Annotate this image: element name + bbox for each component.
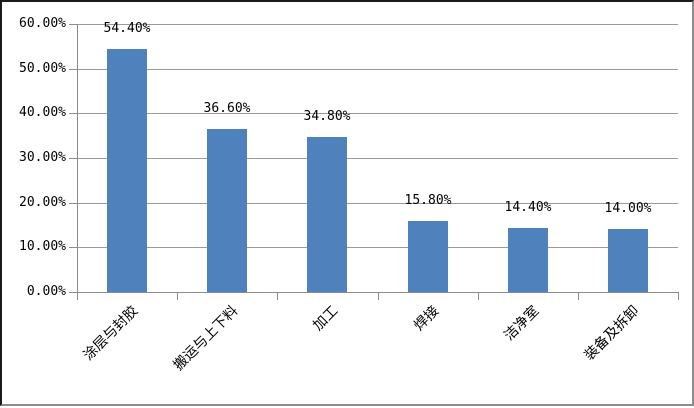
bar <box>608 229 648 292</box>
x-axis-tick-mark <box>77 292 78 300</box>
y-tick-label: 0.00% <box>26 284 66 299</box>
x-axis-tick-mark <box>277 292 278 300</box>
y-tick-label: 40.00% <box>19 105 66 120</box>
bar <box>207 129 247 292</box>
y-tick-label: 20.00% <box>19 195 66 210</box>
x-axis-tick-mark <box>378 292 379 300</box>
x-axis-tick-mark <box>578 292 579 300</box>
x-tick-label: 加工 <box>310 303 342 335</box>
gridline <box>77 158 678 159</box>
y-axis-tick-mark <box>69 158 77 159</box>
x-tick-label: 焊接 <box>411 303 443 335</box>
gridline <box>77 203 678 204</box>
bar <box>508 228 548 292</box>
gridline <box>77 247 678 248</box>
bar <box>408 221 448 292</box>
gridline <box>77 69 678 70</box>
gridline <box>77 24 678 25</box>
y-axis-tick-mark <box>69 24 77 25</box>
y-axis <box>77 24 78 292</box>
y-tick-label: 60.00% <box>19 16 66 31</box>
bar-value-label: 54.40% <box>103 21 151 36</box>
y-axis-tick-mark <box>69 292 77 293</box>
y-axis-tick-mark <box>69 247 77 248</box>
y-axis-tick-mark <box>69 113 77 114</box>
x-axis-tick-mark <box>678 292 679 300</box>
x-axis-tick-mark <box>177 292 178 300</box>
y-tick-label: 30.00% <box>19 150 66 165</box>
y-axis-tick-mark <box>69 203 77 204</box>
y-tick-label: 10.00% <box>19 239 66 254</box>
x-axis-tick-mark <box>478 292 479 300</box>
bar-value-label: 15.80% <box>404 193 452 208</box>
x-tick-label: 涂层与封胶 <box>80 303 142 364</box>
bar-value-label: 14.00% <box>604 201 652 216</box>
bar-value-label: 14.40% <box>504 200 552 215</box>
bar-value-label: 36.60% <box>203 101 251 116</box>
y-tick-label: 50.00% <box>19 61 66 76</box>
bar <box>307 137 347 292</box>
x-tick-label: 搬运与上下料 <box>170 303 242 374</box>
x-tick-label: 装备及拆卸 <box>581 303 643 364</box>
x-tick-label: 洁净室 <box>501 303 543 345</box>
bar-value-label: 34.80% <box>303 109 351 124</box>
y-axis-tick-mark <box>69 69 77 70</box>
bar <box>107 49 147 292</box>
gridline <box>77 113 678 114</box>
